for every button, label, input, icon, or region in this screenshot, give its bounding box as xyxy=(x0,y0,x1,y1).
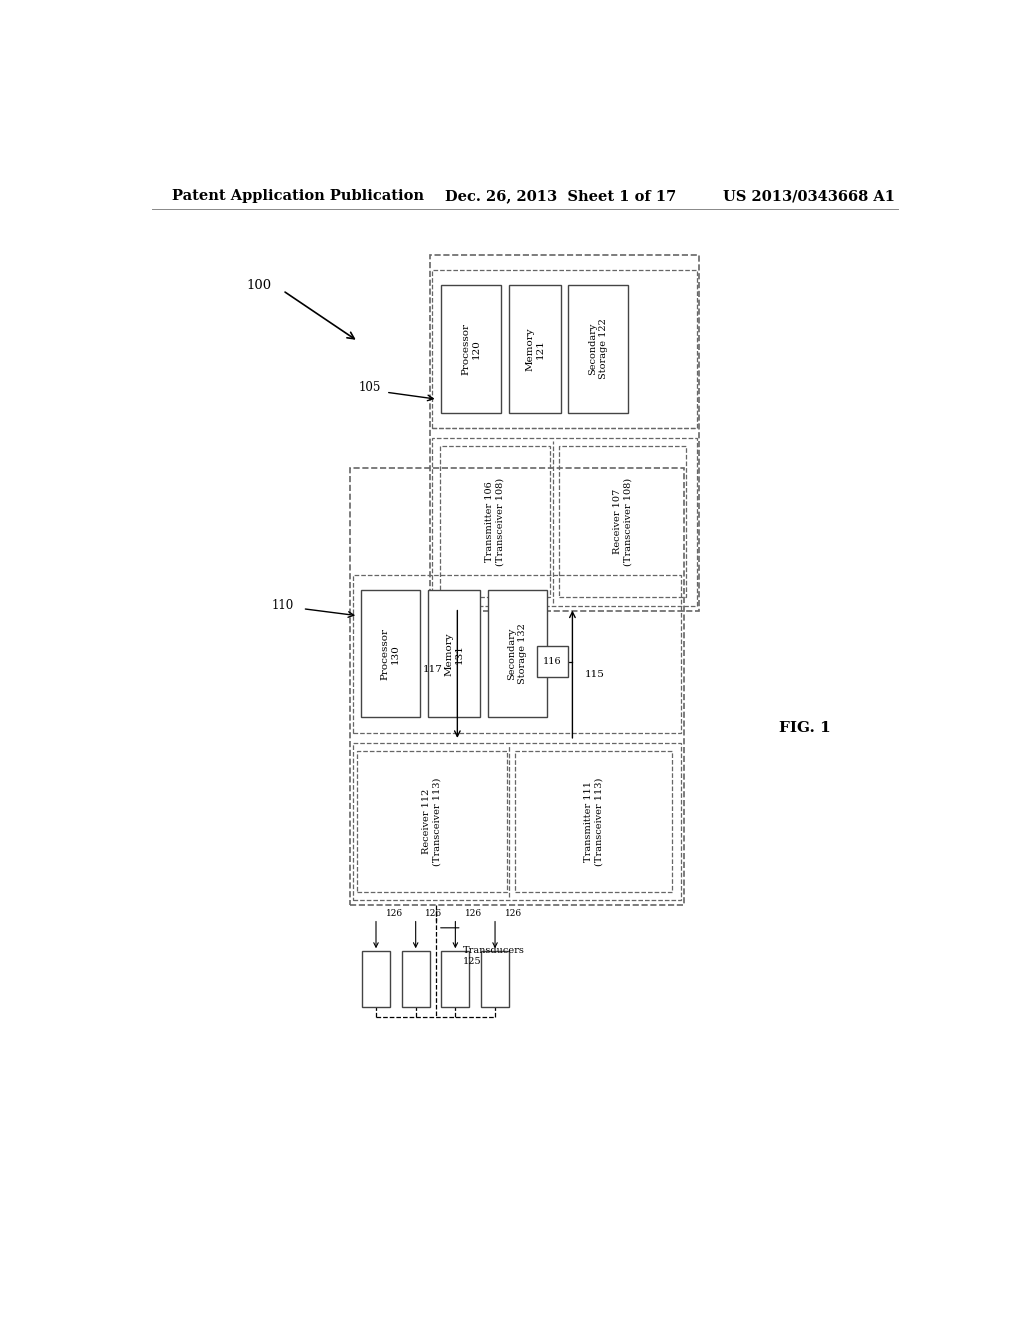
Bar xyxy=(432,438,697,606)
Bar xyxy=(356,751,507,892)
Text: US 2013/0343668 A1: US 2013/0343668 A1 xyxy=(723,189,895,203)
Text: Receiver 112
(Transceiver 113): Receiver 112 (Transceiver 113) xyxy=(422,777,441,866)
Text: 126: 126 xyxy=(425,909,442,919)
Text: Processor
130: Processor 130 xyxy=(381,628,400,680)
Bar xyxy=(515,751,672,892)
Bar xyxy=(428,590,479,718)
Text: FIG. 1: FIG. 1 xyxy=(778,721,830,735)
Bar xyxy=(352,576,681,733)
Text: Memory
121: Memory 121 xyxy=(525,327,545,371)
Bar xyxy=(401,952,430,1007)
Text: 100: 100 xyxy=(247,279,271,292)
Text: Transmitter 106
(Transceiver 108): Transmitter 106 (Transceiver 108) xyxy=(485,478,505,566)
Bar xyxy=(537,647,568,677)
Bar xyxy=(481,952,509,1007)
Bar xyxy=(440,446,550,598)
Text: Memory
131: Memory 131 xyxy=(444,632,464,676)
Bar xyxy=(430,255,699,611)
Text: 126: 126 xyxy=(505,909,521,919)
Text: 126: 126 xyxy=(465,909,482,919)
Text: 126: 126 xyxy=(385,909,402,919)
Bar xyxy=(362,952,390,1007)
Bar xyxy=(509,285,560,412)
Bar xyxy=(360,590,420,718)
Bar xyxy=(352,743,681,900)
Text: 116: 116 xyxy=(544,657,562,667)
Bar xyxy=(559,446,686,598)
Text: Processor
120: Processor 120 xyxy=(462,323,481,375)
Bar xyxy=(441,952,469,1007)
Text: Transmitter 111
(Transceiver 113): Transmitter 111 (Transceiver 113) xyxy=(584,777,603,866)
Bar xyxy=(568,285,628,412)
Text: 105: 105 xyxy=(358,380,381,393)
Text: Secondary
Storage 132: Secondary Storage 132 xyxy=(508,623,527,684)
Text: 110: 110 xyxy=(271,599,294,612)
Bar xyxy=(350,469,684,906)
Text: 115: 115 xyxy=(585,669,604,678)
Bar xyxy=(432,271,697,428)
Text: Receiver 107
(Transceiver 108): Receiver 107 (Transceiver 108) xyxy=(612,478,632,566)
Bar xyxy=(441,285,501,412)
Text: Transducers
125: Transducers 125 xyxy=(463,946,525,965)
Bar xyxy=(487,590,547,718)
Text: 117: 117 xyxy=(423,665,443,673)
Text: Dec. 26, 2013  Sheet 1 of 17: Dec. 26, 2013 Sheet 1 of 17 xyxy=(445,189,677,203)
Text: Patent Application Publication: Patent Application Publication xyxy=(172,189,424,203)
Text: Secondary
Storage 122: Secondary Storage 122 xyxy=(589,318,608,379)
